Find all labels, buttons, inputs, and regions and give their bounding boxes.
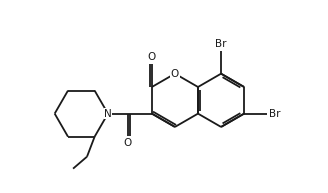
Text: O: O [124,138,132,147]
Text: Br: Br [215,39,227,49]
Text: Br: Br [269,109,281,119]
Text: N: N [104,109,112,119]
Text: O: O [148,52,156,62]
Text: O: O [171,69,179,79]
